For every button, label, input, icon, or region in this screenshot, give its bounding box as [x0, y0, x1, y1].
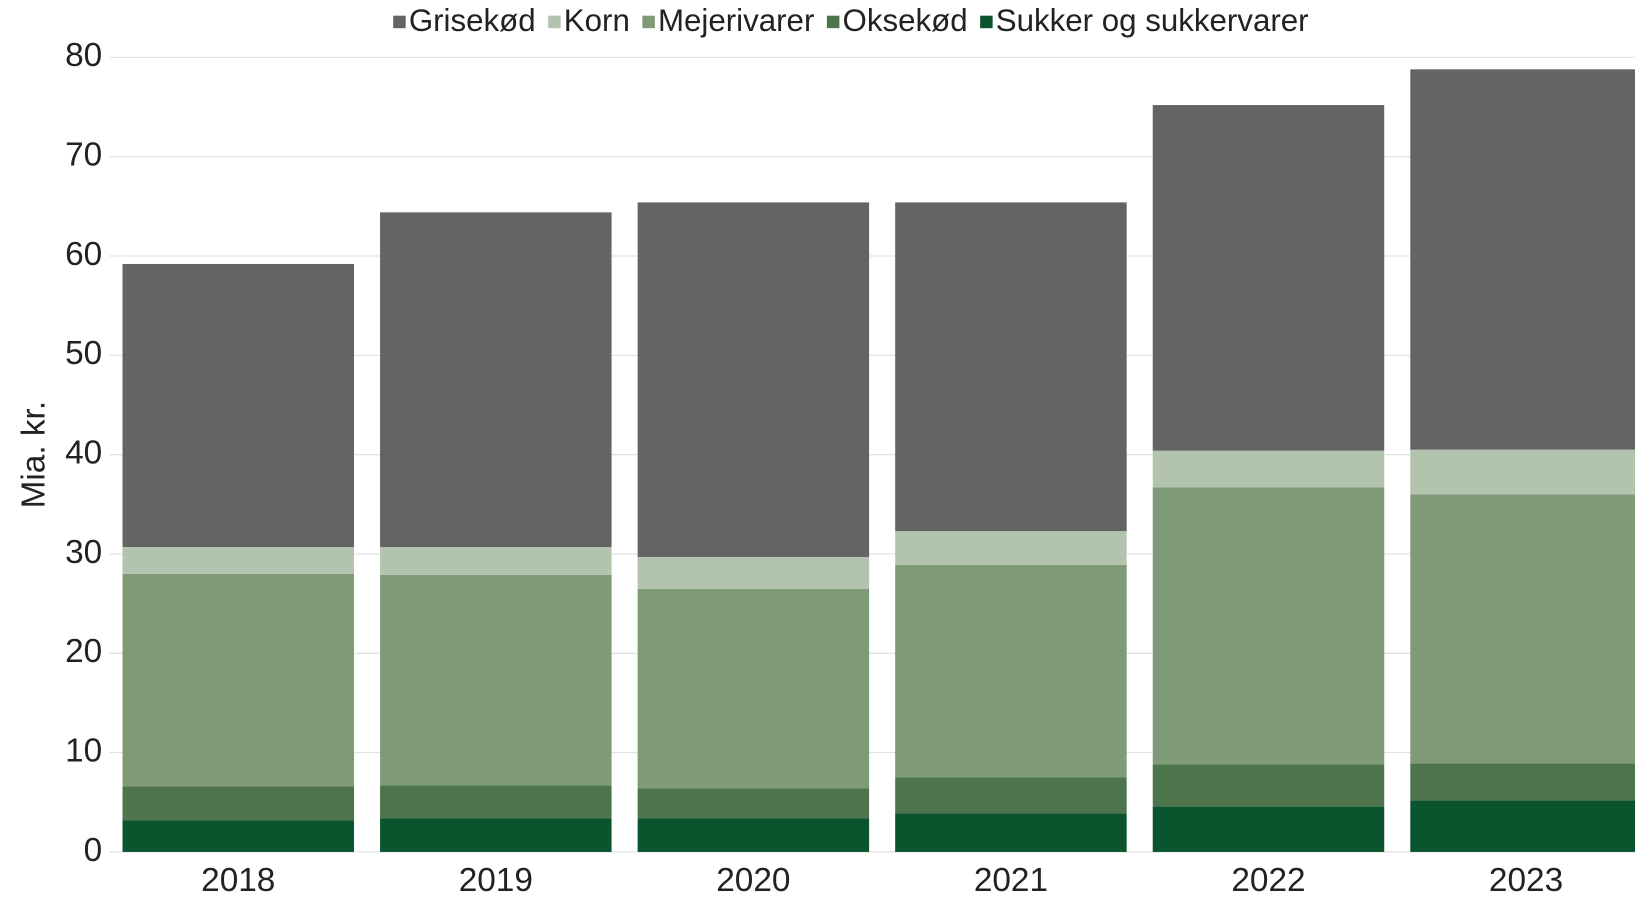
bar-segment: [122, 263, 355, 548]
y-tick-label: 30: [65, 534, 102, 571]
bar-segment: [637, 788, 870, 819]
y-tick-label: 40: [65, 434, 102, 471]
bar-segment: [122, 786, 355, 821]
bar-segment: [380, 212, 612, 548]
x-tick-label: 2020: [716, 862, 790, 899]
bar-segment: [380, 785, 612, 819]
bar-segment: [122, 573, 355, 787]
y-tick-label: 60: [65, 236, 102, 273]
bar-segment: [1410, 494, 1635, 764]
bar-segment: [637, 818, 870, 852]
legend-swatch: [642, 15, 655, 29]
legend-swatch: [393, 15, 406, 29]
bar-segment: [380, 547, 612, 575]
x-tick-label: 2023: [1489, 862, 1563, 899]
bar-segment: [122, 547, 355, 574]
y-tick-label: 70: [65, 137, 102, 174]
y-tick-label: 10: [65, 732, 102, 769]
y-tick-label: 50: [65, 335, 102, 372]
bar-segment: [1410, 449, 1635, 495]
bar-segment: [1152, 105, 1385, 451]
legend-swatch: [548, 15, 561, 29]
bar-segment: [895, 813, 1127, 852]
legend-swatch: [826, 15, 840, 29]
y-axis-label: Mia. kr.: [15, 401, 52, 509]
bar-segment: [1152, 487, 1385, 765]
bar-segment: [1410, 763, 1635, 801]
legend: Grisekød Korn Mejerivarer Oksekød Sukker og …: [393, 3, 1309, 38]
bar-segment: [380, 574, 612, 786]
bar-segment: [637, 202, 870, 557]
bar-segment: [1152, 764, 1385, 807]
bar-segment: [637, 556, 870, 589]
bar-segment: [1410, 69, 1635, 450]
legend-label: Oksekød: [843, 3, 968, 38]
x-tick-label: 2019: [459, 862, 533, 899]
x-tick-label: 2018: [201, 862, 275, 899]
bar-segment: [380, 818, 612, 852]
legend-label: Mejerivarer: [658, 3, 814, 38]
legend-label: Korn: [564, 3, 630, 38]
y-tick-label: 80: [65, 37, 102, 74]
legend-swatch: [980, 15, 993, 29]
bar-segment: [1152, 450, 1385, 488]
bar-segment: [895, 777, 1127, 814]
bar-segment: [895, 531, 1127, 565]
legend-label: Sukker og sukkervarer: [996, 3, 1309, 38]
bar-segment: [637, 588, 870, 789]
y-tick-label: 20: [65, 633, 102, 670]
bar-segment: [122, 820, 355, 852]
bar-segment: [895, 564, 1127, 778]
x-tick-label: 2022: [1231, 862, 1305, 899]
bar-segment: [895, 202, 1127, 532]
x-tick-label: 2021: [974, 862, 1048, 899]
bar-segment: [1410, 800, 1635, 852]
y-tick-label: 0: [84, 832, 103, 869]
legend-label: Grisekød: [409, 3, 536, 38]
bar-segment: [1152, 806, 1385, 852]
